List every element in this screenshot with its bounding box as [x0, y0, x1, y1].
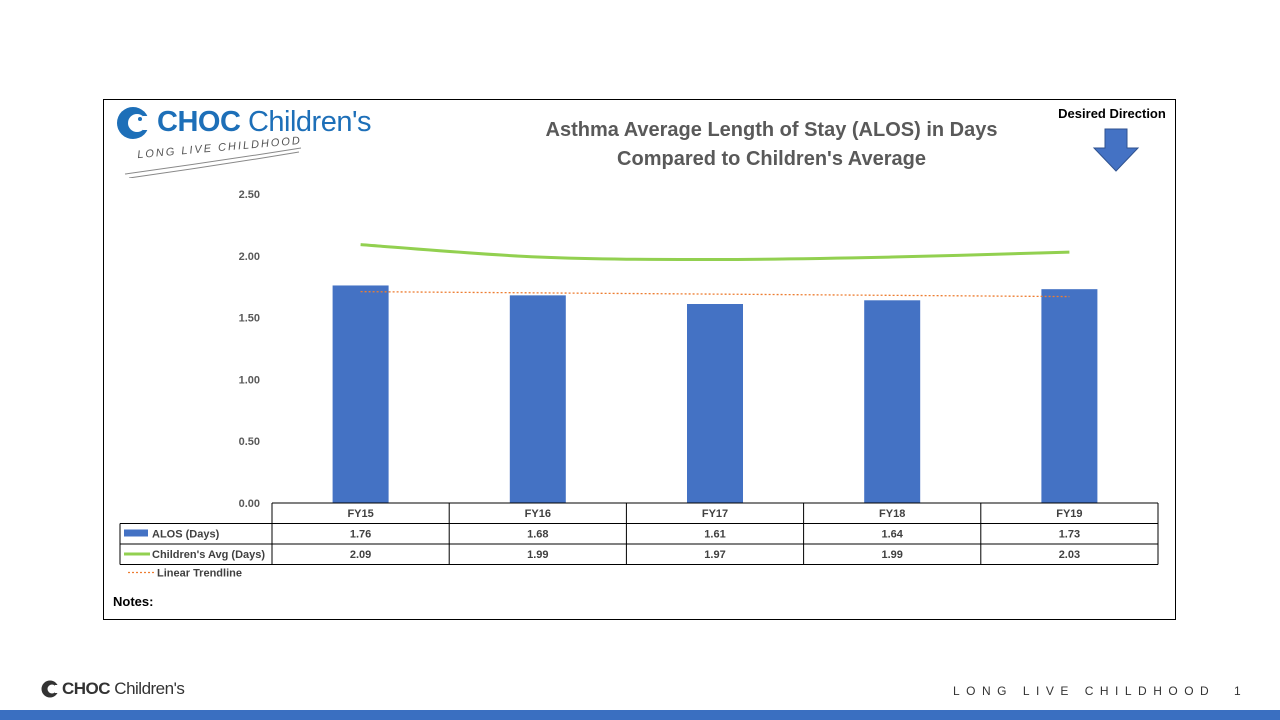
bar-alos: [332, 285, 389, 503]
footer-tagline: LONG LIVE CHILDHOOD: [953, 684, 1216, 698]
data-value-label: 1.99: [527, 549, 548, 561]
y-tick-label: 1.50: [239, 313, 260, 325]
bear-head-icon: [117, 107, 153, 139]
data-value-label: 2.09: [350, 549, 371, 561]
chart-title: Asthma Average Length of Stay (ALOS) in …: [500, 116, 1043, 174]
category-label: FY16: [525, 508, 551, 520]
chart-title-line-2: Compared to Children's Average: [617, 148, 926, 170]
data-value-label: 1.73: [1059, 529, 1080, 541]
y-tick-label: 0.50: [239, 436, 260, 448]
page-number: 1: [1234, 684, 1241, 698]
footer-logo: CHOC Children's: [40, 678, 210, 700]
down-arrow-icon: [1092, 128, 1140, 172]
category-label: FY15: [347, 508, 373, 520]
chart-title-line-1: Asthma Average Length of Stay (ALOS) in …: [545, 119, 998, 141]
data-value-label: 1.64: [881, 529, 903, 541]
y-tick-label: 2.00: [239, 251, 260, 263]
series-name-avg: Children's Avg (Days): [152, 549, 265, 561]
legend-key-alos: [124, 529, 148, 537]
bottom-accent-bar: [0, 710, 1280, 720]
choc-logo: CHOC Children's LONG LIVE CHILDHOOD: [113, 104, 443, 184]
series-name-alos: ALOS (Days): [152, 529, 220, 541]
footer-bear-icon: [41, 680, 60, 698]
data-value-label: 1.76: [350, 529, 371, 541]
tagline-swoosh: [124, 147, 302, 178]
bar-alos: [1041, 289, 1098, 503]
chart-frame: [103, 99, 1176, 620]
trendline-series: [360, 290, 1070, 298]
series-name-trend: Linear Trendline: [157, 568, 242, 580]
y-tick-label: 0.00: [239, 498, 260, 510]
category-label: FY17: [702, 508, 728, 520]
footer-wordmark: CHOC Children's: [62, 679, 185, 698]
y-tick-label: 2.50: [239, 189, 260, 201]
bar-alos: [864, 300, 921, 503]
data-value-label: 2.03: [1059, 549, 1080, 561]
data-value-label: 1.97: [704, 549, 725, 561]
category-label: FY18: [879, 508, 905, 520]
bar-alos: [509, 295, 566, 503]
category-label: FY19: [1056, 508, 1082, 520]
data-value-label: 1.61: [704, 529, 725, 541]
logo-wordmark: CHOC Children's: [157, 106, 371, 138]
y-tick-label: 1.00: [239, 374, 260, 386]
data-value-label: 1.99: [881, 549, 902, 561]
desired-direction-label: Desired Direction: [1058, 106, 1166, 121]
bar-alos: [687, 304, 743, 503]
data-value-label: 1.68: [527, 529, 548, 541]
childrens-avg-line: [360, 243, 1070, 262]
notes-label: Notes:: [113, 594, 154, 609]
